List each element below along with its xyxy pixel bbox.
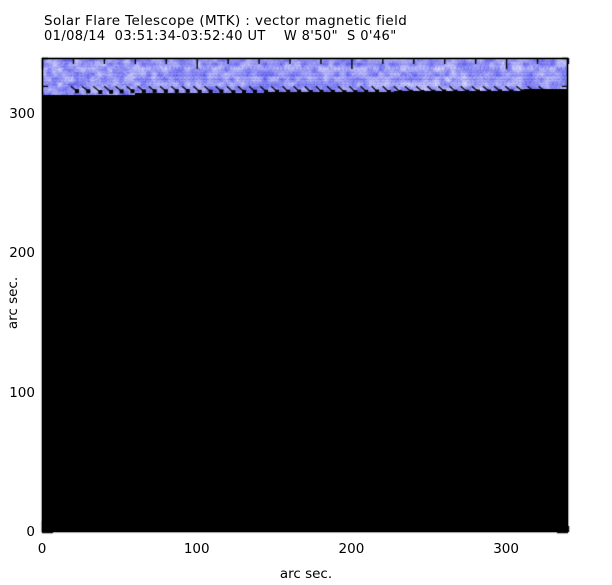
plot-subtitle: 01/08/14 03:51:34-03:52:40 UT W 8'50" S … [44,29,397,44]
plot-title: Solar Flare Telescope (MTK) : vector mag… [44,13,408,29]
y-tick-label: 300 [9,105,35,122]
y-tick-label: 100 [9,384,35,401]
y-tick-label: 200 [9,245,35,262]
plot-title-block: Solar Flare Telescope (MTK) : vector mag… [44,13,408,45]
x-tick-label: 300 [493,541,519,557]
x-axis-title: arc sec. [279,566,333,582]
x-tick-label: 100 [183,541,210,557]
y-axis-title: arc sec. [5,276,21,330]
x-tick-label: 200 [338,541,365,557]
magnetogram-plot-area [42,58,568,532]
x-tick-label: 0 [37,541,47,557]
y-tick-label: 0 [26,524,35,540]
magnetic-vector-overlay [43,59,567,531]
